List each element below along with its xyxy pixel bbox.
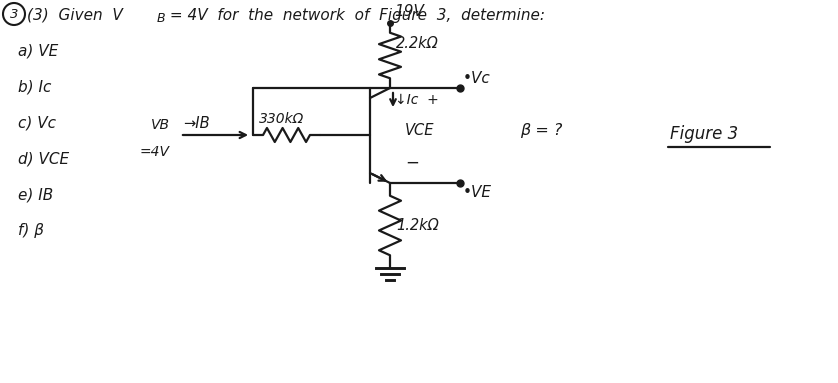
Text: −: − [405,154,419,172]
Text: 2.2kΩ: 2.2kΩ [396,36,439,51]
Text: B: B [157,12,166,25]
Text: d) VCE: d) VCE [18,151,69,166]
Text: 3: 3 [10,8,18,21]
Text: a) VE: a) VE [18,43,59,58]
Text: VB: VB [151,118,170,132]
Text: =4V: =4V [140,145,170,159]
Text: →IB: →IB [183,116,210,131]
Text: 19V: 19V [394,4,424,19]
Text: VCE: VCE [405,123,434,138]
Text: (3)  Given  V: (3) Given V [27,8,122,23]
Text: •VE: •VE [463,185,492,200]
Text: f) β: f) β [18,223,44,238]
Text: b) Ic: b) Ic [18,79,51,94]
Text: = 4V  for  the  network  of  Figure  3,  determine:: = 4V for the network of Figure 3, determ… [165,8,545,23]
Text: •Vc: •Vc [463,71,491,86]
Text: β = ?: β = ? [520,123,562,138]
Text: 330kΩ: 330kΩ [259,112,304,126]
Text: ↓Ic  +: ↓Ic + [395,93,439,107]
Text: Figure 3: Figure 3 [670,125,738,143]
Text: e) IB: e) IB [18,187,54,202]
Text: 1.2kΩ: 1.2kΩ [396,218,439,233]
Text: c) Vc: c) Vc [18,115,56,130]
